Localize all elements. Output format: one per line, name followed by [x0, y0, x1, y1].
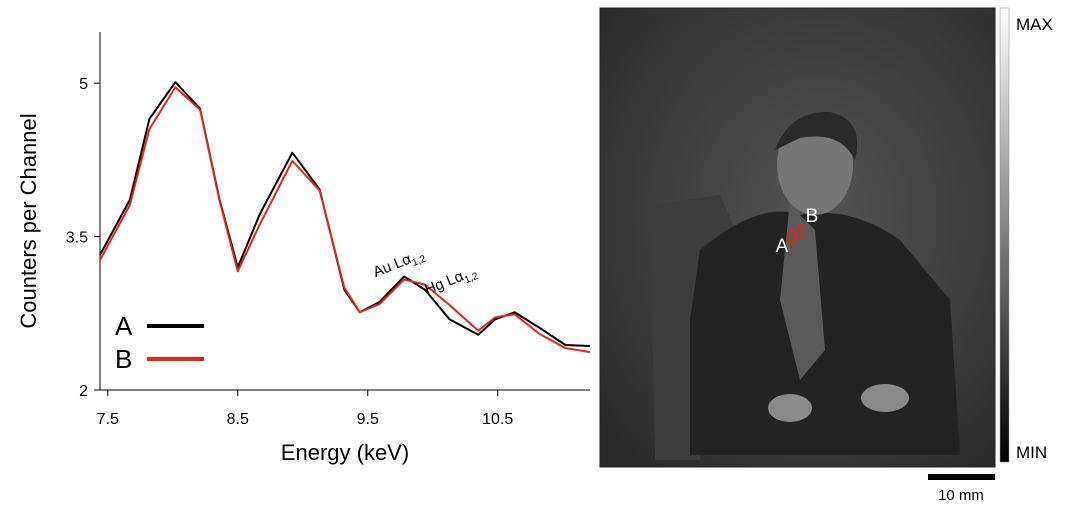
y-tick-label: 5 — [79, 76, 88, 93]
legend-label: A — [115, 311, 133, 341]
series-line — [99, 81, 591, 348]
face — [777, 115, 853, 215]
y-axis-label: Counters per Channel — [16, 113, 41, 328]
legend-label: B — [115, 344, 132, 374]
series-line — [99, 86, 591, 354]
y-tick-label: 2 — [79, 383, 88, 400]
x-axis-label: Energy (keV) — [281, 440, 409, 465]
x-tick-label: 9.5 — [357, 411, 379, 428]
colorbar-min: MIN — [1016, 443, 1047, 462]
hair — [775, 111, 858, 160]
annotation-sub: 1,2 — [411, 253, 428, 269]
spot-a — [788, 229, 796, 247]
image-label: B — [806, 206, 819, 227]
annotation: Au Lα1,2 — [371, 245, 428, 284]
annotation-text: Hg Lα — [422, 268, 466, 299]
hand — [768, 394, 812, 422]
y-tick-label: 3.5 — [66, 230, 88, 247]
plot: 2 3.5 5 7.5 8.5 9.5 10.5 Energy (keV) Counters p… — [16, 32, 591, 465]
scale-bar — [928, 474, 995, 480]
x-tick-label: 7.5 — [97, 411, 119, 428]
annotation-sub: 1,2 — [463, 271, 480, 287]
colorbar — [999, 7, 1010, 463]
spot-b — [796, 224, 804, 240]
scale-bar-label: 10 mm — [938, 487, 984, 504]
hand — [861, 384, 909, 412]
photo: A B — [599, 7, 996, 468]
x-tick-label: 8.5 — [227, 411, 249, 428]
x-tick-label: 10.5 — [482, 411, 513, 428]
colorbar-max: MAX — [1016, 15, 1053, 34]
annotation: Hg Lα1,2 — [422, 262, 480, 301]
annotation-text: Au Lα — [371, 250, 414, 281]
image-label: A — [776, 236, 789, 257]
